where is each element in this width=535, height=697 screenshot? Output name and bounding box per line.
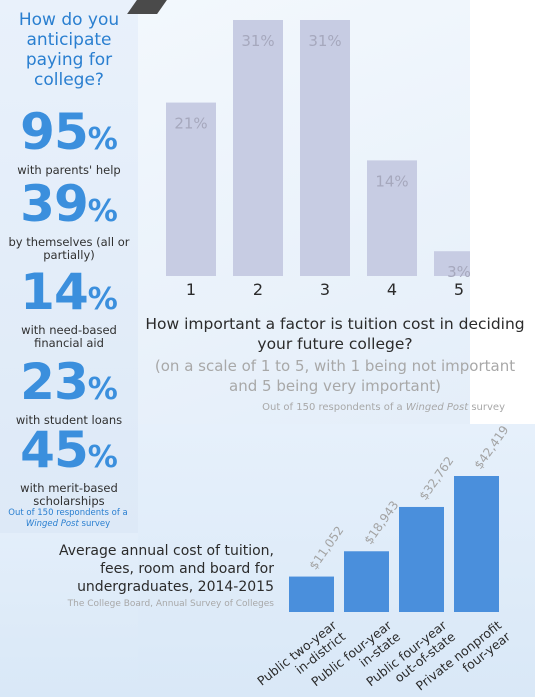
importance-chart-title: How important a factor is tuition cost i…	[145, 315, 525, 353]
bottom-left-panel	[0, 533, 138, 697]
stat-value: 39%	[20, 175, 118, 233]
importance-tick-label: 4	[387, 280, 397, 299]
left-panel	[0, 0, 138, 533]
importance-bar-5	[434, 251, 470, 276]
importance-tick-label: 1	[186, 280, 196, 299]
stat-value: 23%	[20, 353, 118, 411]
stat-label: with need-based financial aid	[21, 323, 117, 350]
stat-value: 95%	[20, 103, 118, 161]
cost-bar	[289, 576, 334, 612]
importance-value-label: 3%	[447, 263, 470, 281]
stat-label: with parents' help	[17, 163, 121, 177]
stat-value: 45%	[20, 421, 118, 479]
importance-bar-1	[166, 102, 216, 276]
cost-bar	[454, 476, 499, 612]
importance-bar-4	[367, 160, 417, 276]
cost-value-label: $18,943	[361, 498, 401, 547]
importance-value-label: 31%	[241, 32, 274, 50]
importance-tick-label: 2	[253, 280, 263, 299]
stat-label: by themselves (all or partially)	[8, 235, 130, 262]
left-source: Out of 150 respondents of a Winged Post s…	[8, 508, 128, 529]
importance-bar-3	[300, 20, 350, 276]
cost-chart-title: Average annual cost of tuition, fees, ro…	[58, 543, 274, 595]
importance-value-label: 14%	[375, 172, 408, 190]
cost-value-label: $42,419	[471, 424, 511, 472]
cost-value-label: $32,762	[416, 454, 456, 503]
stat-themselves: 39% by themselves (all or partially)	[0, 175, 138, 262]
importance-chart-source: Out of 150 respondents of a Winged Post …	[262, 402, 505, 413]
stat-label: with student loans	[15, 413, 123, 427]
cost-bar	[399, 506, 444, 612]
importance-bar-2	[233, 20, 283, 276]
cost-bar	[344, 551, 389, 612]
left-title: How do you anticipate paying for college…	[18, 10, 120, 90]
stat-need-based: 14% with need-based financial aid	[0, 263, 138, 350]
stat-parents: 95% with parents' help	[0, 103, 138, 177]
stat-label: with merit-based scholarships	[20, 481, 118, 508]
cost-value-label: $11,052	[306, 524, 346, 573]
cost-chart-source: The College Board, Annual Survey of Coll…	[67, 599, 274, 609]
stat-merit: 45% with merit-based scholarships	[0, 421, 138, 508]
stat-loans: 23% with student loans	[0, 353, 138, 427]
stat-value: 14%	[20, 263, 118, 321]
importance-chart-subtitle: (on a scale of 1 to 5, with 1 being not …	[154, 357, 516, 395]
importance-value-label: 31%	[308, 32, 341, 50]
importance-tick-label: 3	[320, 280, 330, 299]
importance-value-label: 21%	[174, 115, 207, 133]
importance-bar-chart: 21% 1 31% 2 31% 3 14% 4 3%5	[166, 20, 470, 299]
importance-tick-label: 5	[454, 280, 464, 299]
